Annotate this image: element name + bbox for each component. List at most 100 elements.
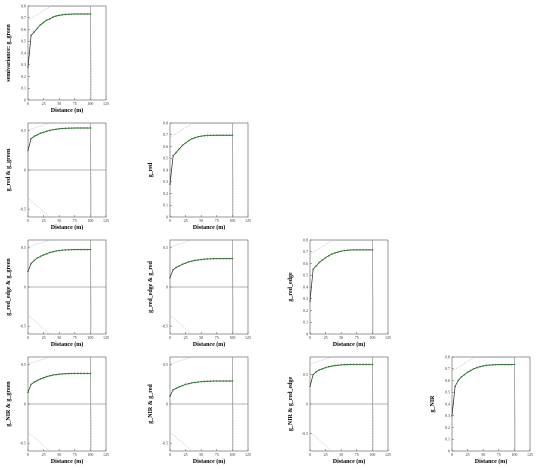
data-point bbox=[83, 372, 86, 375]
x-tick-label: 100 bbox=[229, 218, 235, 223]
x-tick-label: 75 bbox=[73, 452, 77, 457]
data-point bbox=[497, 363, 500, 366]
x-tick-label: 125 bbox=[245, 335, 251, 340]
envelope-lower bbox=[27, 315, 91, 335]
series-line bbox=[169, 380, 233, 397]
data-point bbox=[368, 363, 371, 366]
x-tick-label: 25 bbox=[42, 452, 46, 457]
y-tick-label: 0.5 bbox=[21, 245, 26, 250]
x-tick-label: 100 bbox=[369, 335, 375, 340]
data-point bbox=[479, 365, 481, 368]
data-point bbox=[58, 249, 61, 252]
data-point bbox=[169, 183, 171, 186]
data-point bbox=[172, 268, 175, 271]
y-tick-label: 0.7 bbox=[163, 132, 168, 137]
y-tick-label: 0 bbox=[24, 284, 26, 289]
data-point bbox=[39, 378, 42, 380]
panel-4: -0.5 0 0.5 0 25 50 75 100 125 Distance (m) g_red_e… bbox=[148, 239, 251, 348]
data-point bbox=[228, 134, 231, 137]
x-axis-label: Distance (m) bbox=[51, 107, 84, 114]
data-point bbox=[61, 249, 64, 252]
data-point bbox=[175, 266, 178, 269]
data-point bbox=[225, 380, 228, 382]
x-tick-label: 125 bbox=[103, 218, 109, 223]
data-point bbox=[30, 383, 33, 386]
data-point bbox=[89, 372, 92, 375]
data-point bbox=[70, 13, 73, 16]
data-point bbox=[33, 135, 36, 138]
data-point bbox=[48, 374, 51, 377]
y-axis-label: g_NIR & g_red bbox=[148, 384, 154, 424]
x-tick-label: 100 bbox=[87, 218, 93, 223]
y-tick-label: 0.5 bbox=[303, 273, 308, 278]
plot-frame bbox=[451, 356, 531, 452]
data-point bbox=[83, 248, 86, 251]
data-point bbox=[73, 13, 76, 15]
data-point bbox=[327, 254, 330, 257]
y-axis-label: g_NIR & g_green bbox=[6, 381, 12, 427]
data-point bbox=[33, 30, 36, 33]
series-line bbox=[451, 364, 515, 416]
data-point bbox=[355, 363, 358, 366]
data-point bbox=[48, 18, 51, 20]
data-point bbox=[80, 13, 82, 15]
y-tick-label: 0 bbox=[166, 401, 168, 406]
data-point bbox=[352, 248, 355, 251]
data-point bbox=[365, 363, 368, 366]
envelope-upper bbox=[309, 356, 374, 452]
x-tick-label: 25 bbox=[42, 101, 46, 106]
envelope-lower bbox=[309, 432, 373, 452]
data-point bbox=[312, 373, 315, 376]
envelope-lower bbox=[169, 432, 233, 452]
x-axis-label: Distance (m) bbox=[51, 458, 84, 465]
data-point bbox=[86, 127, 89, 129]
data-point bbox=[466, 371, 469, 374]
data-point bbox=[215, 134, 218, 137]
data-point bbox=[324, 366, 327, 369]
data-point bbox=[169, 395, 171, 398]
data-point bbox=[206, 134, 209, 137]
data-point bbox=[451, 414, 453, 417]
panel-3: -0.5 0 0.5 0 25 50 75 100 125 Distance (m) g_red_e… bbox=[6, 239, 109, 348]
y-axis-label: g_red_edge bbox=[288, 272, 294, 302]
data-point bbox=[45, 130, 48, 133]
data-point bbox=[70, 127, 73, 129]
data-point bbox=[309, 385, 311, 388]
data-point bbox=[58, 373, 61, 376]
data-point bbox=[77, 248, 79, 251]
x-tick-label: 0 bbox=[27, 335, 29, 340]
data-point bbox=[349, 249, 352, 251]
data-point bbox=[73, 127, 76, 129]
y-tick-label: 0.5 bbox=[21, 128, 26, 133]
x-tick-label: 0 bbox=[27, 101, 29, 106]
data-point bbox=[312, 268, 315, 271]
series-line bbox=[27, 13, 91, 68]
data-point bbox=[203, 134, 206, 137]
data-point bbox=[86, 13, 89, 15]
data-point bbox=[86, 372, 89, 375]
data-point bbox=[343, 249, 346, 252]
data-point bbox=[501, 363, 503, 366]
data-point bbox=[510, 363, 513, 366]
data-point bbox=[359, 248, 361, 251]
envelope-upper bbox=[169, 239, 234, 335]
data-point bbox=[371, 248, 374, 251]
data-point bbox=[219, 380, 221, 382]
data-point bbox=[507, 363, 510, 366]
data-point bbox=[212, 380, 215, 382]
x-tick-label: 75 bbox=[73, 335, 77, 340]
data-point bbox=[89, 127, 92, 129]
data-point bbox=[212, 257, 215, 260]
series-line bbox=[27, 127, 91, 151]
data-point bbox=[190, 137, 193, 140]
data-point bbox=[463, 373, 466, 376]
y-tick-label: 0.2 bbox=[163, 191, 168, 196]
x-tick-label: 75 bbox=[215, 452, 219, 457]
data-point bbox=[45, 19, 48, 21]
x-axis-label: Distance (m) bbox=[51, 341, 84, 348]
data-point bbox=[346, 363, 349, 366]
y-axis-label: g_red_edge & g_green bbox=[6, 258, 12, 316]
y-tick-label: 0 bbox=[24, 167, 26, 172]
y-tick-label: 0.4 bbox=[445, 401, 450, 406]
data-point bbox=[33, 259, 36, 262]
